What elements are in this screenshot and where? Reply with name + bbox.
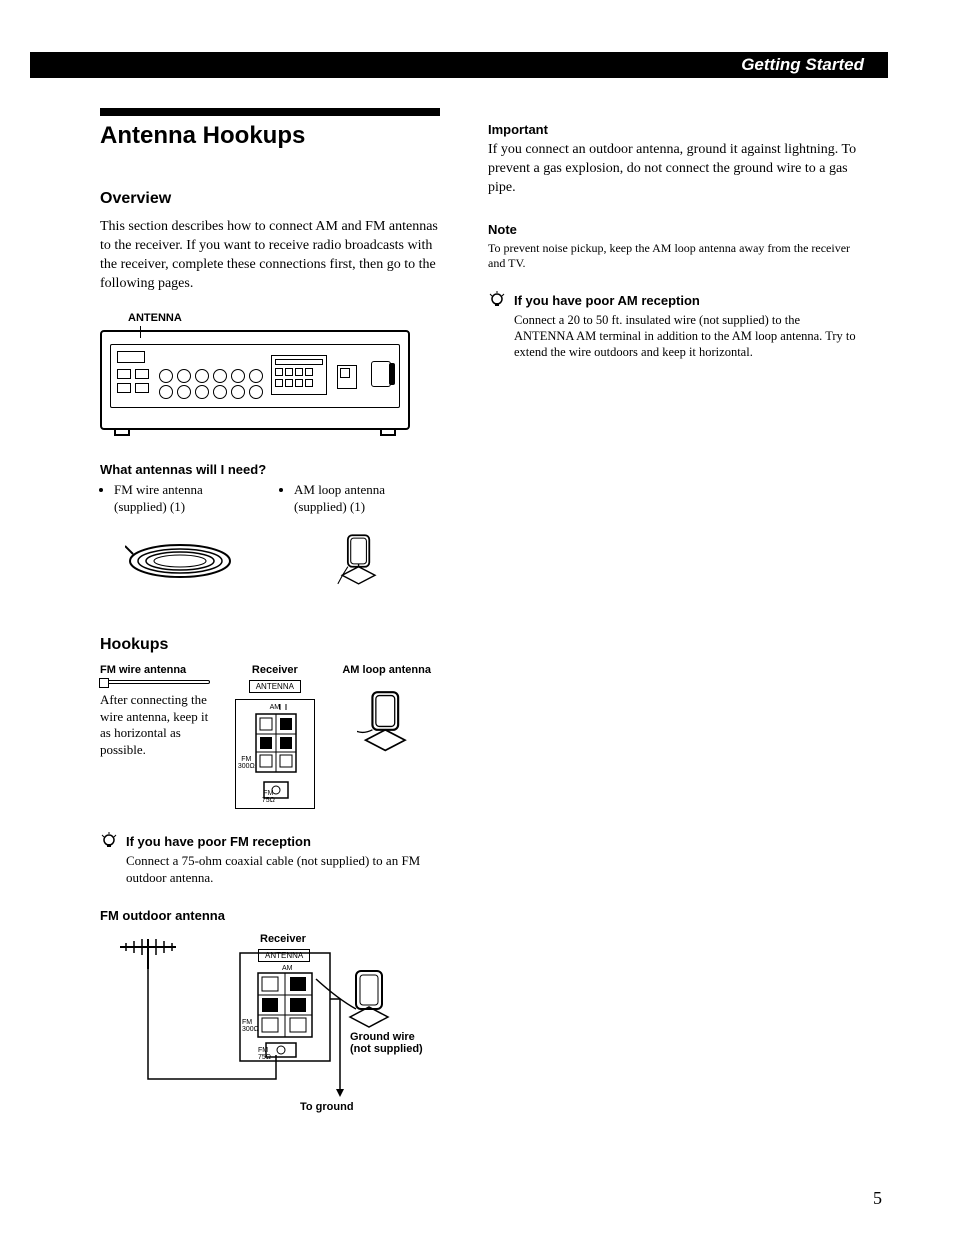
- hookup-am-loop-icon: [333, 688, 440, 763]
- page-title: Antenna Hookups: [100, 122, 440, 150]
- hookup-antenna-box-label: ANTENNA: [249, 680, 301, 693]
- hookup-am-label: AM loop antenna: [333, 664, 440, 676]
- header-section-title: Getting Started: [741, 55, 864, 75]
- page-number: 5: [873, 1188, 882, 1209]
- lightbulb-icon: [100, 831, 118, 856]
- am-tip-body: Connect a 20 to 50 ft. insulated wire (n…: [514, 312, 858, 361]
- am-antenna-sub: (supplied) (1): [294, 499, 365, 514]
- am-antenna-label: AM loop antenna: [294, 482, 385, 497]
- fm-antenna-label: FM wire antenna: [114, 482, 203, 497]
- main-content: Antenna Hookups Overview This section de…: [100, 108, 870, 1119]
- note-body: To prevent noise pickup, keep the AM loo…: [488, 241, 858, 272]
- terminal-fm75-label: FM 75Ω: [262, 790, 275, 804]
- terminal-fm300-label: FM 300Ω: [238, 756, 255, 770]
- header-bar: Getting Started: [30, 52, 888, 78]
- receiver-diagram: [100, 330, 410, 430]
- title-bar: [100, 108, 440, 116]
- am-loop-antenna-icon: [280, 526, 440, 596]
- lightbulb-icon: [488, 290, 506, 315]
- hookup-receiver-label: Receiver: [226, 664, 323, 676]
- outdoor-receiver-label: Receiver: [260, 933, 306, 945]
- hookup-fm-note: After connecting the wire antenna, keep …: [100, 692, 216, 760]
- fm-antenna-item: FM wire antenna (supplied) (1): [100, 481, 260, 596]
- overview-body: This section describes how to connect AM…: [100, 218, 440, 294]
- hookup-terminal-diagram: AM: [235, 699, 315, 809]
- fm-antenna-sub: (supplied) (1): [114, 499, 185, 514]
- antenna-diagram-label: ANTENNA: [128, 312, 440, 324]
- am-tip-heading: If you have poor AM reception: [514, 293, 700, 308]
- note-heading: Note: [488, 222, 858, 237]
- right-column: Important If you connect an outdoor ante…: [488, 108, 858, 1119]
- outdoor-heading: FM outdoor antenna: [100, 908, 440, 923]
- ground-wire-label: Ground wire (not supplied): [350, 1031, 423, 1055]
- fm-tip-body: Connect a 75-ohm coaxial cable (not supp…: [126, 853, 440, 887]
- outdoor-antenna-box-label: ANTENNA: [258, 949, 310, 962]
- hookups-section: Hookups FM wire antenna After connecting…: [100, 636, 440, 809]
- receiver-diagram-section: ANTENNA: [100, 312, 440, 430]
- to-ground-label: To ground: [300, 1101, 354, 1113]
- important-heading: Important: [488, 122, 858, 137]
- hookups-heading: Hookups: [100, 636, 440, 654]
- outdoor-section: FM outdoor antenna: [100, 908, 440, 1119]
- am-antenna-item: AM loop antenna (supplied) (1): [280, 481, 440, 596]
- hookup-fm-label: FM wire antenna: [100, 664, 216, 676]
- fm-wire-antenna-icon: [100, 526, 260, 596]
- fm-wire-line-icon: [100, 680, 210, 684]
- fm-tip-section: If you have poor FM reception Connect a …: [100, 833, 440, 887]
- what-antennas-section: What antennas will I need? FM wire anten…: [100, 462, 440, 596]
- left-column: Antenna Hookups Overview This section de…: [100, 108, 440, 1119]
- fm-tip-heading: If you have poor FM reception: [126, 834, 311, 849]
- outdoor-am-label: AM: [282, 965, 293, 972]
- outdoor-fm75-label: FM 75Ω: [258, 1047, 271, 1061]
- outdoor-fm300-label: FM 300Ω: [242, 1019, 259, 1033]
- outdoor-diagram: Receiver ANTENNA AM FM 300Ω FM 75Ω Groun…: [100, 929, 420, 1119]
- important-body: If you connect an outdoor antenna, groun…: [488, 141, 858, 198]
- overview-heading: Overview: [100, 190, 440, 208]
- what-antennas-heading: What antennas will I need?: [100, 462, 440, 477]
- am-tip-section: If you have poor AM reception Connect a …: [488, 292, 858, 361]
